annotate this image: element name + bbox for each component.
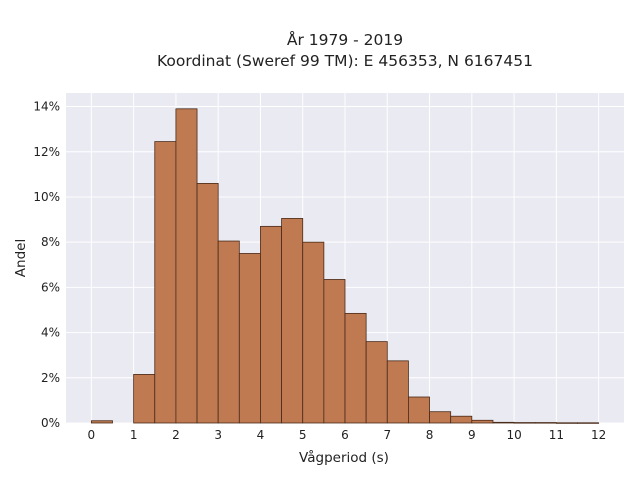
x-tick-label: 3: [214, 428, 222, 442]
histogram-bar: [471, 419, 494, 424]
histogram-bar: [323, 279, 346, 424]
y-tick-labels: 0% 2% 4% 6% 8% 10% 12% 14%: [33, 100, 60, 430]
chart-title-line2: Koordinat (Sweref 99 TM): E 456353, N 61…: [157, 52, 533, 70]
histogram-bar: [281, 218, 304, 424]
y-tick-label: 10%: [33, 190, 60, 204]
x-tick-label: 9: [468, 428, 476, 442]
x-tick-label: 4: [257, 428, 265, 442]
y-tick-label: 2%: [41, 371, 60, 385]
y-tick-label: 0%: [41, 416, 60, 430]
histogram-bar: [492, 421, 515, 424]
histogram-bar: [90, 420, 113, 424]
histogram-bar: [175, 108, 198, 424]
histogram-bar: [534, 422, 557, 424]
histogram-bar: [365, 341, 388, 424]
x-axis-label: Vågperiod (s): [299, 449, 389, 466]
x-tick-label: 5: [299, 428, 307, 442]
y-axis-label: Andel: [13, 239, 29, 277]
histogram-bar: [429, 411, 452, 424]
histogram-bar: [344, 312, 367, 424]
x-tick-label: 7: [383, 428, 391, 442]
y-tick-label: 4%: [41, 326, 60, 340]
x-tick-label: 0: [88, 428, 96, 442]
y-tick-label: 6%: [41, 280, 60, 294]
histogram-bar: [555, 422, 578, 424]
chart-title-line1: År 1979 - 2019: [287, 30, 403, 49]
x-tick-label: 6: [341, 428, 349, 442]
x-tick-labels: 0 1 2 3 4 5 6 7 8 9 10 11 12: [88, 428, 607, 442]
y-tick-label: 12%: [33, 145, 60, 159]
histogram-bar: [217, 240, 240, 424]
histogram-bar: [133, 374, 156, 424]
histogram-bar: [302, 241, 325, 424]
histogram-bar: [513, 422, 536, 424]
y-tick-label: 14%: [33, 100, 60, 114]
histogram-bar: [260, 225, 282, 424]
x-tick-label: 2: [172, 428, 180, 442]
histogram-bar: [408, 396, 430, 424]
x-tick-label: 10: [506, 428, 521, 442]
histogram-bar: [386, 360, 409, 424]
bars: [90, 108, 600, 424]
x-tick-label: 8: [426, 428, 434, 442]
y-tick-label: 8%: [41, 235, 60, 249]
x-tick-label: 11: [549, 428, 564, 442]
histogram-bar: [577, 422, 600, 424]
histogram-bar: [450, 415, 473, 424]
x-tick-label: 1: [130, 428, 138, 442]
histogram-bar: [238, 253, 261, 424]
histogram-bar: [154, 141, 177, 424]
histogram-bar: [196, 183, 219, 424]
x-tick-label: 12: [591, 428, 606, 442]
